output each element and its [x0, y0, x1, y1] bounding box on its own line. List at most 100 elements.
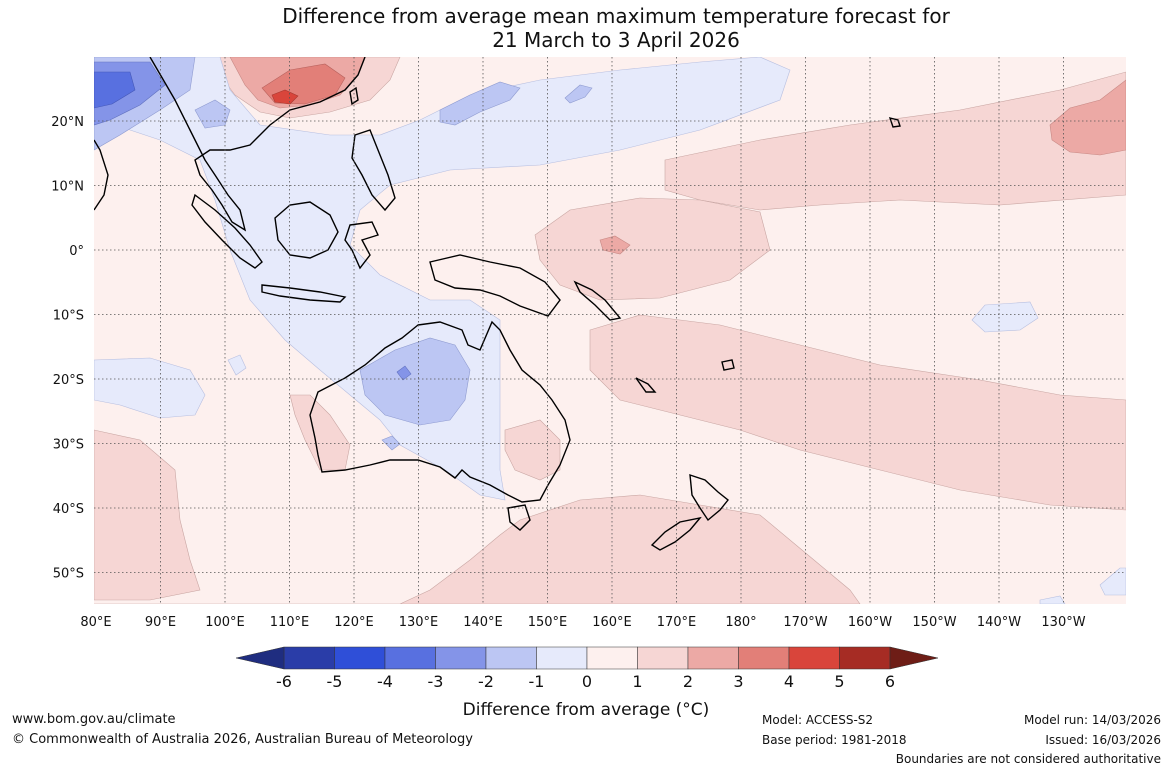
latitude-tick-label: 10°N	[51, 180, 84, 195]
map-title: Difference from average mean maximum tem…	[0, 4, 1173, 52]
colorbar-segment	[536, 646, 588, 670]
colorbar-segment	[485, 646, 537, 670]
title-line-2: 21 March to 3 April 2026	[492, 28, 740, 52]
coastline-india	[94, 139, 109, 211]
anomaly-zone-extreme-china	[271, 89, 299, 105]
anomaly-zone-colder-pacific-1	[439, 81, 521, 126]
colorbar-tick-label: -1	[529, 672, 545, 691]
anomaly-zone-colder-sa	[381, 435, 401, 451]
longitude-tick-label: 150°W	[912, 615, 956, 630]
longitude-tick-label: 160°E	[592, 615, 632, 630]
coastline-new-zealand-south	[650, 516, 702, 551]
coastline-sulawesi	[344, 221, 379, 270]
longitude-tick-label: 110°E	[270, 615, 310, 630]
coastline-hawaii	[888, 117, 901, 128]
anomaly-zone-cool-indian	[94, 357, 206, 419]
latitude-tick-label: 40°S	[53, 502, 84, 517]
longitude-tick-label: 130°W	[1041, 615, 1085, 630]
anomaly-zone-warm-east-aus	[504, 419, 561, 481]
anomaly-zone-cold-australia	[396, 365, 412, 381]
longitude-tick-label: 170°W	[783, 615, 827, 630]
anomaly-zone-warm-tasman	[94, 494, 861, 604]
latitude-tick-label: 10°S	[53, 309, 84, 324]
title-line-1: Difference from average mean maximum tem…	[282, 4, 950, 28]
latitude-tick-label: 30°S	[53, 438, 84, 453]
coastline-se-asia	[149, 57, 366, 232]
coastline-fiji	[721, 359, 735, 371]
colorbar-low-extension	[235, 646, 285, 670]
coastline-sumatra	[191, 193, 263, 269]
coastline-solomons	[573, 280, 622, 321]
colorbar-tick-label: 0	[582, 672, 592, 691]
longitude-labels: 80°E 90°E 100°E 110°E 120°E 130°E 140°E 150°E 16…	[80, 615, 1085, 630]
colorbar-tick-label: -2	[478, 672, 494, 691]
colorbar-segment	[839, 646, 891, 670]
longitude-tick-label: 80°E	[80, 615, 111, 630]
colorbar-segment	[788, 646, 840, 670]
longitude-tick-label: 150°E	[528, 615, 568, 630]
longitude-tick-label: 140°W	[977, 615, 1021, 630]
boundaries-disclaimer: Boundaries are not considered authoritat…	[895, 752, 1161, 766]
colorbar-segment	[334, 646, 386, 670]
longitude-tick-label: 130°E	[399, 615, 439, 630]
anomaly-zone-hot-north-pacific	[1049, 79, 1126, 156]
anomaly-zone-colder-indochina	[194, 99, 231, 129]
anomaly-zone-colder-pacific-2	[564, 84, 593, 104]
colorbar-segment	[384, 646, 436, 670]
model-run-date: Model run: 14/03/2026	[1023, 713, 1161, 727]
latitude-tick-label: 20°N	[51, 115, 84, 130]
anomaly-zone-cool-small-1	[971, 301, 1039, 333]
model-name: Model: ACCESS-S2	[762, 713, 874, 727]
anomaly-zone-cool-small-4	[227, 354, 247, 376]
coastline-new-caledonia	[635, 377, 657, 393]
colorbar: -6 -5 -4 -3 -2 -1 0 1 2 3 4 5 6	[235, 646, 939, 691]
longitude-tick-label: 90°E	[145, 615, 176, 630]
anomaly-zone-warm-southern-indian	[94, 429, 201, 601]
colorbar-segment	[637, 646, 689, 670]
anomaly-zone-cool-small-2	[1099, 567, 1126, 596]
graticule	[94, 57, 1126, 604]
website-link[interactable]: www.bom.gov.au/climate	[12, 712, 176, 727]
latitude-tick-label: 0°	[69, 244, 84, 259]
anomaly-zone-warm-equatorial	[534, 197, 771, 301]
colorbar-tick-label: 5	[834, 672, 844, 691]
anomaly-shading	[94, 57, 1126, 604]
latitude-labels: 20°N 10°N 0° 10°S 20°S 30°S 40°S 50°S	[51, 115, 84, 582]
coastline-australia	[309, 320, 571, 503]
colorbar-segment	[687, 646, 739, 670]
colorbar-segment	[586, 646, 638, 670]
colorbar-tick-label: 4	[784, 672, 794, 691]
longitude-tick-label: 180°	[725, 615, 756, 630]
colorbar-tick-label: -4	[377, 672, 393, 691]
colorbar-tick-label: -5	[327, 672, 343, 691]
anomaly-zone-warm-south-pacific	[589, 314, 1126, 511]
anomaly-zone-verycold-himalaya	[94, 71, 136, 109]
colorbar-tick-label: 1	[632, 672, 642, 691]
coastline-new-guinea	[429, 254, 561, 317]
anomaly-zone-cool-small-3	[1039, 595, 1066, 604]
colorbar-segment	[738, 646, 790, 670]
latitude-tick-label: 50°S	[53, 567, 84, 582]
longitude-tick-label: 140°E	[463, 615, 503, 630]
colorbar-segment	[435, 646, 487, 670]
longitude-tick-label: 170°E	[657, 615, 697, 630]
longitude-tick-label: 100°E	[205, 615, 245, 630]
issued-date: Issued: 16/03/2026	[1045, 733, 1161, 747]
colorbar-tick-label: 3	[733, 672, 743, 691]
colorbar-segment	[283, 646, 335, 670]
copyright-text: © Commonwealth of Australia 2026, Austra…	[12, 732, 473, 747]
longitude-tick-label: 160°W	[848, 615, 892, 630]
base-period: Base period: 1981-2018	[762, 733, 907, 747]
coastline-new-zealand-north	[689, 473, 729, 522]
colorbar-tick-label: -3	[428, 672, 444, 691]
coastline-borneo	[274, 201, 339, 259]
colorbar-tick-label: 6	[885, 672, 895, 691]
coastlines	[94, 57, 901, 551]
coastline-java	[261, 284, 347, 303]
longitude-tick-label: 120°E	[334, 615, 374, 630]
latitude-tick-label: 20°S	[53, 373, 84, 388]
colorbar-title: Difference from average (°C)	[463, 700, 710, 720]
anomaly-zone-warm-tropics	[664, 71, 1126, 211]
colorbar-high-extension	[889, 646, 939, 670]
